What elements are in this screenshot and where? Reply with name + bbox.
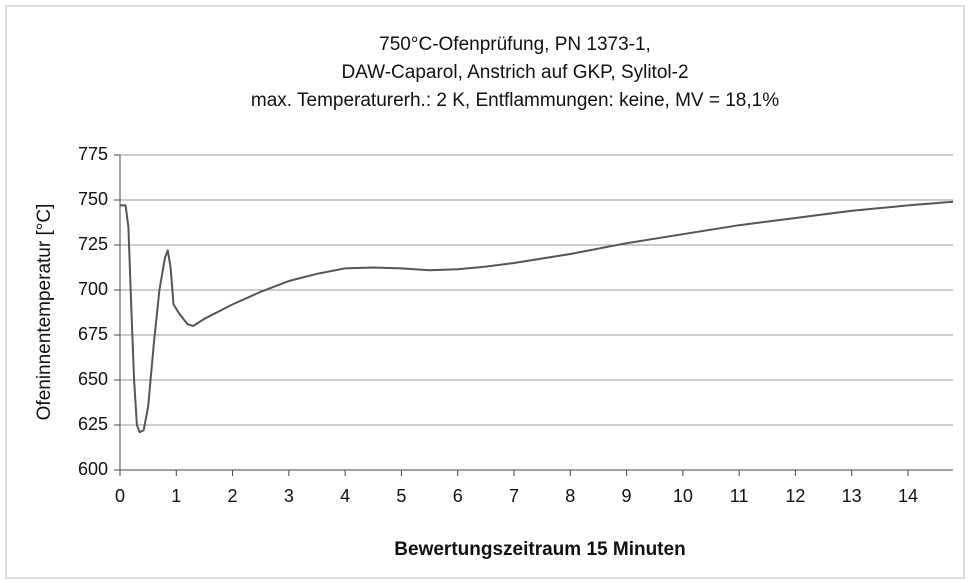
x-tick-label: 13 (842, 486, 862, 506)
data-line (120, 200, 954, 434)
y-tick-label: 625 (78, 414, 108, 434)
x-tick-label: 3 (284, 486, 294, 506)
x-tick-label: 0 (115, 486, 125, 506)
x-tick-label: 2 (228, 486, 238, 506)
x-tick-label: 9 (622, 486, 632, 506)
x-tick-label: 12 (785, 486, 805, 506)
y-tick-label: 750 (78, 189, 108, 209)
x-tick-label: 14 (898, 486, 918, 506)
chart-subtitle: max. Temperaturerh.: 2 K, Entflammungen:… (251, 90, 779, 111)
y-tick-label: 700 (78, 279, 108, 299)
y-tick-label: 600 (78, 459, 108, 479)
x-tick-label: 6 (453, 486, 463, 506)
x-tick-label: 8 (565, 486, 575, 506)
chart-border (5, 5, 965, 579)
x-axis-label: Bewertungszeitraum 15 Minuten (394, 539, 685, 560)
chart-title: 750°C-Ofenprüfung, PN 1373-1, (379, 34, 651, 55)
y-tick-label: 675 (78, 324, 108, 344)
x-tick-label: 7 (509, 486, 519, 506)
y-tick-label: 775 (78, 144, 108, 164)
x-tick-label: 5 (396, 486, 406, 506)
y-axis-label: Ofeninnentemperatur [°C] (34, 204, 55, 421)
x-tick-label: 1 (171, 486, 181, 506)
chart-subtitle: DAW-Caparol, Anstrich auf GKP, Sylitol-2 (341, 62, 688, 83)
y-tick-label: 650 (78, 369, 108, 389)
y-tick-label: 725 (78, 234, 108, 254)
x-tick-label: 10 (673, 486, 693, 506)
x-tick-label: 4 (340, 486, 350, 506)
x-tick-label: 11 (730, 486, 749, 506)
